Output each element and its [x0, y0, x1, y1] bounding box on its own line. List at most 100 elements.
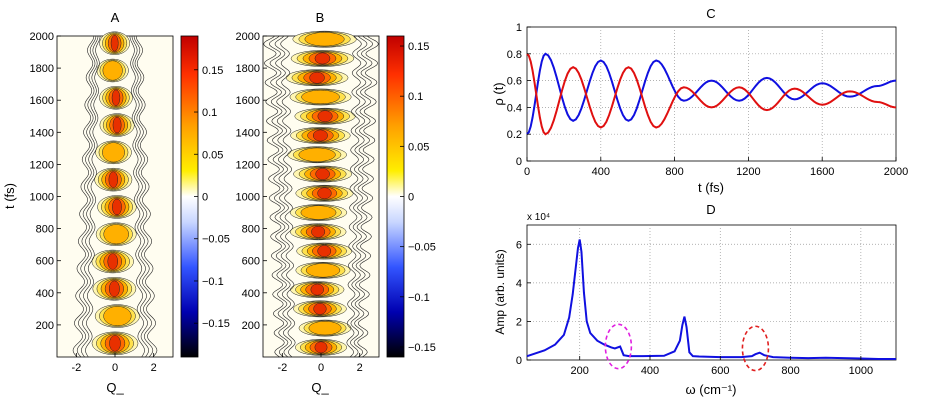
heatmap-contour — [304, 32, 345, 47]
y-tick-label: 0 — [516, 156, 522, 168]
panel-b-colorbar-ticks: 0.15 0.1 0.05 0 −0.05 −0.1 −0.15 — [400, 41, 436, 354]
panel-a-colorbar: 0.15 0.1 0.05 0 −0.05 −0.1 −0.15 — [180, 35, 230, 358]
y-tick-label: 1600 — [30, 95, 54, 107]
panel-b-xlabel: Q_ — [311, 380, 329, 395]
y-tick-label: 0.6 — [507, 76, 522, 88]
panel-b-plot: -2 0 2 200 400 600 800 1000 1200 1400 1600 1800 2000 — [236, 30, 380, 374]
panel-a-ylabel: t (fs) — [2, 183, 17, 209]
heatmap-contour — [312, 129, 328, 142]
y-tick-label: 1800 — [30, 63, 54, 75]
y-tick-label: 800 — [242, 224, 260, 236]
heatmap-outer-contour — [268, 35, 289, 358]
heatmap-outer-contour — [263, 35, 285, 358]
heatmap-outer-contour — [280, 35, 296, 358]
y-tick-label: 600 — [36, 256, 54, 268]
heatmap-contour — [308, 321, 342, 336]
y-tick-label: 2 — [516, 316, 522, 328]
panel-a-title: A — [111, 10, 120, 25]
heatmap-contour — [298, 147, 336, 162]
panel-a: A -2 0 2 200 400 600 800 1000 1200 1400 1600 1800 20… — [2, 10, 230, 395]
panel-b-colorbar: 0.15 0.1 0.05 0 −0.05 −0.1 −0.15 — [386, 35, 436, 358]
x-tick-label: 200 — [571, 365, 589, 377]
heatmap-outer-contour — [350, 35, 368, 358]
y-tick-label: 1000 — [236, 192, 260, 204]
colorbar-tick-label: 0 — [202, 192, 208, 204]
x-tick-label: 2000 — [884, 166, 908, 178]
panel-b-axes: -2 0 2 200 400 600 800 1000 1200 1400 1600 1800 2000 — [236, 31, 363, 374]
y-tick-label: 1200 — [236, 159, 260, 171]
colorbar-tick-label: −0.15 — [202, 318, 230, 330]
colorbar-tick-label: 0.1 — [408, 91, 423, 103]
x-tick-label: -2 — [277, 362, 287, 374]
heatmap-contour — [112, 198, 122, 216]
colorbar-tick-label: 0.1 — [202, 107, 217, 119]
y-tick-label: 400 — [36, 288, 54, 300]
y-tick-label: 400 — [242, 288, 260, 300]
y-tick-label: 0.2 — [507, 129, 522, 141]
x-tick-label: -2 — [71, 362, 81, 374]
panel-a-heatmap — [72, 31, 158, 358]
panel-a-axes: -2 0 2 200 400 600 800 1000 1200 1400 1600 1800 2000 — [30, 31, 157, 374]
y-tick-label: 600 — [242, 256, 260, 268]
panel-c-title: C — [706, 6, 715, 21]
y-tick-label: 0.8 — [507, 49, 522, 61]
y-tick-label: 1800 — [236, 63, 260, 75]
heatmap-contour — [309, 71, 325, 84]
heatmap-outer-contour — [131, 35, 149, 358]
colorbar-tick-label: 0.15 — [408, 41, 429, 53]
x-tick-label: 2 — [357, 362, 363, 374]
colorbar-tick-label: −0.05 — [408, 242, 436, 254]
x-tick-label: 400 — [641, 365, 659, 377]
panel-c-axes: 0 400 800 1200 1600 2000 0 0.2 0.4 0.6 0.8 1 — [507, 22, 909, 178]
panel-d-frame — [526, 224, 897, 361]
panel-b-title: B — [316, 10, 325, 25]
y-tick-label: 1400 — [236, 127, 260, 139]
x-tick-label: 400 — [592, 166, 610, 178]
series-blue-line — [526, 52, 897, 135]
heatmap-contour — [317, 187, 332, 200]
colorbar-tick-label: 0 — [408, 192, 414, 204]
heatmap-contour — [317, 110, 333, 123]
panel-d-multiplier: x 10⁴ — [527, 212, 550, 223]
heatmap-outer-contour — [135, 35, 158, 358]
heatmap-outer-contour — [129, 35, 145, 358]
y-tick-label: 1200 — [30, 159, 54, 171]
y-tick-label: 0 — [516, 355, 522, 367]
heatmap-outer-contour — [72, 35, 95, 358]
heatmap-contour — [111, 89, 121, 107]
heatmap-outer-contour — [85, 35, 101, 358]
heatmap-contour — [109, 335, 121, 352]
x-tick-label: 0 — [318, 362, 324, 374]
heatmap-contour — [108, 171, 119, 188]
heatmap-contour — [103, 224, 129, 245]
heatmap-outer-contour — [346, 35, 362, 358]
heatmap-outer-contour — [274, 35, 292, 358]
heatmap-contour — [107, 253, 119, 270]
heatmap-contour — [313, 302, 327, 315]
y-tick-label: 1600 — [236, 95, 260, 107]
panel-c-xlabel: t (fs) — [698, 180, 724, 195]
heatmap-outer-contour — [76, 35, 97, 358]
x-tick-label: 0 — [524, 166, 530, 178]
colorbar-tick-label: 0.15 — [202, 65, 223, 77]
annotation-red-dashed — [741, 325, 770, 372]
y-tick-label: 200 — [36, 320, 54, 332]
heatmap-contour — [310, 283, 324, 296]
colorbar-tick-label: 0.05 — [408, 141, 429, 153]
heatmap-outer-contour — [357, 35, 379, 358]
panel-a-plot: -2 0 2 200 400 600 800 1000 1200 1400 1600 1800 2000 — [30, 31, 174, 374]
y-tick-label: 1 — [516, 22, 522, 34]
panel-d-xlabel: ω (cm⁻¹) — [686, 382, 737, 397]
heatmap-contour — [300, 205, 337, 220]
panel-a-xlabel: Q_ — [106, 380, 124, 395]
x-tick-label: 0 — [112, 362, 118, 374]
heatmap-outer-contour — [353, 35, 374, 358]
panel-b-heatmap — [263, 30, 379, 358]
y-tick-label: 200 — [242, 320, 260, 332]
panel-d-axes: 200 400 600 800 1000 0 2 4 6 — [516, 239, 873, 377]
x-tick-label: 800 — [665, 166, 683, 178]
panel-c-frame — [526, 26, 897, 162]
x-tick-label: 1200 — [736, 166, 760, 178]
x-tick-label: 2 — [151, 362, 157, 374]
heatmap-outer-contour — [133, 35, 154, 358]
